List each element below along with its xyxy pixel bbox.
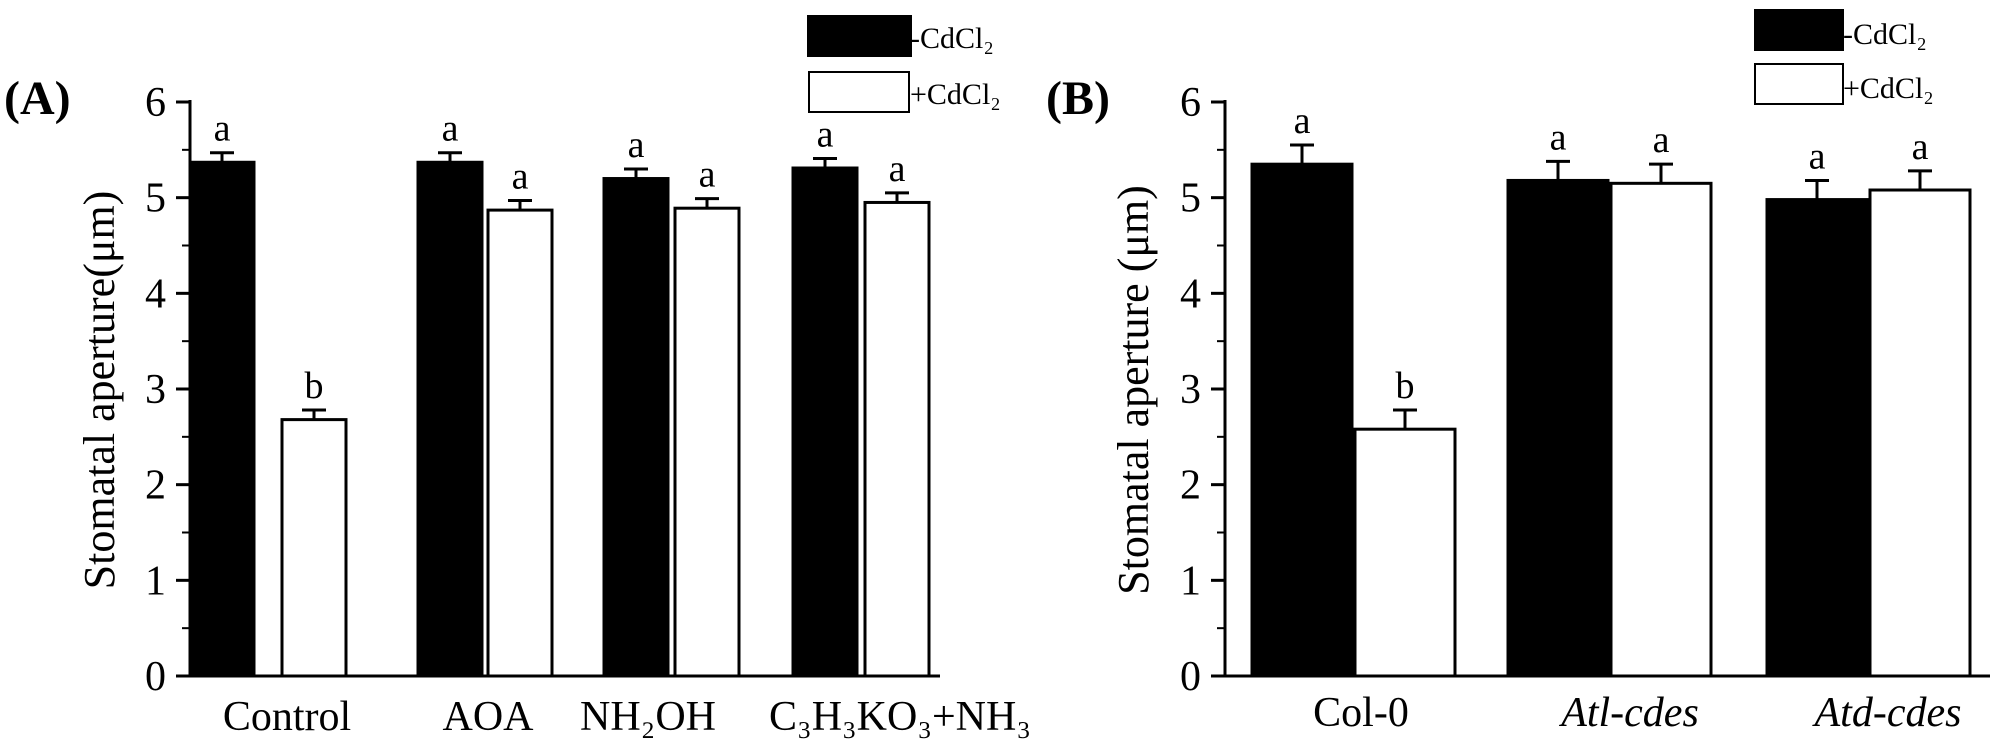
legend-label-plus-cdcl2: +CdCl₂ xyxy=(910,78,1001,111)
y-tick-label: 3 xyxy=(1180,367,1201,413)
legend-swatch-minus-cdcl2 xyxy=(807,15,912,57)
bar xyxy=(280,418,348,678)
bar xyxy=(1250,162,1354,678)
y-tick-label: 1 xyxy=(1180,558,1201,604)
significance-label: a xyxy=(1294,100,1311,142)
legend-label-plus-cdcl2: +CdCl₂ xyxy=(1843,72,1934,105)
bar xyxy=(188,160,256,678)
significance-label: a xyxy=(1809,135,1826,177)
significance-label: b xyxy=(305,365,324,407)
y-tick-label: 5 xyxy=(145,176,166,222)
legend-label-minus-cdcl2: -CdCl₂ xyxy=(910,22,994,55)
y-tick-label: 0 xyxy=(1180,654,1201,700)
bar xyxy=(1506,178,1610,678)
y-tick-label: 4 xyxy=(145,271,166,317)
significance-label: b xyxy=(1396,365,1415,407)
legend-swatch-plus-cdcl2 xyxy=(1754,63,1844,105)
panel-b-y-axis-label: Stomatal aperture (μm) xyxy=(1109,185,1158,595)
panel-a-category-label: C₃H₃KO₃+NH₃ xyxy=(769,694,1031,740)
legend-swatch-plus-cdcl2 xyxy=(808,71,910,113)
significance-label: a xyxy=(214,108,231,150)
significance-label: a xyxy=(817,113,834,155)
significance-label: a xyxy=(1550,116,1567,158)
significance-label: a xyxy=(1912,126,1929,168)
y-tick-label: 0 xyxy=(145,654,166,700)
panel-a-y-axis-label: Stomatal aperture(μm) xyxy=(75,191,124,590)
bar xyxy=(602,177,670,678)
panel-a-label: (A) xyxy=(4,72,71,125)
panel-a-legend: -CdCl₂ +CdCl₂ xyxy=(807,15,1001,113)
bar xyxy=(486,208,554,678)
y-tick-label: 5 xyxy=(1180,176,1201,222)
panel-b-bars: a b a a a a xyxy=(1250,100,1972,678)
panel-a-category-labels: Control AOA NH₂OH C₃H₃KO₃+NH₃ xyxy=(223,694,1031,740)
bar xyxy=(1765,198,1869,678)
bar xyxy=(1353,427,1457,678)
y-tick-label: 2 xyxy=(145,463,166,509)
y-tick-label: 6 xyxy=(145,80,166,126)
bar xyxy=(1868,188,1972,678)
legend-label-minus-cdcl2: -CdCl₂ xyxy=(1843,18,1927,51)
y-tick-label: 1 xyxy=(145,558,166,604)
significance-label: a xyxy=(1653,119,1670,161)
y-tick-label: 4 xyxy=(1180,271,1201,317)
panel-a-bars: a b a a a a a a xyxy=(188,108,931,678)
panel-b-category-label: Atl-cdes xyxy=(1558,690,1699,736)
bar xyxy=(416,160,484,678)
significance-label: a xyxy=(699,154,716,196)
y-tick-label: 6 xyxy=(1180,80,1201,126)
panel-a-category-label: AOA xyxy=(443,694,535,740)
panel-a-category-label: Control xyxy=(223,694,351,740)
panel-a-category-label: NH₂OH xyxy=(580,694,716,740)
bar xyxy=(791,166,859,678)
significance-label: a xyxy=(442,108,459,150)
panel-b-category-labels: Col-0 Atl-cdes Atd-cdes xyxy=(1313,690,1961,736)
bar xyxy=(1609,181,1713,678)
panel-b-category-label: Atd-cdes xyxy=(1812,690,1962,736)
y-tick-label: 2 xyxy=(1180,463,1201,509)
y-tick-label: 3 xyxy=(145,367,166,413)
panel-b-legend: -CdCl₂ +CdCl₂ xyxy=(1754,9,1934,105)
significance-label: a xyxy=(512,156,529,198)
bar xyxy=(863,200,931,678)
significance-label: a xyxy=(889,148,906,190)
legend-swatch-minus-cdcl2 xyxy=(1754,9,1844,51)
panel-b-category-label: Col-0 xyxy=(1313,690,1409,736)
panel-b-label: (B) xyxy=(1046,72,1110,125)
significance-label: a xyxy=(628,124,645,166)
bar xyxy=(673,206,741,678)
